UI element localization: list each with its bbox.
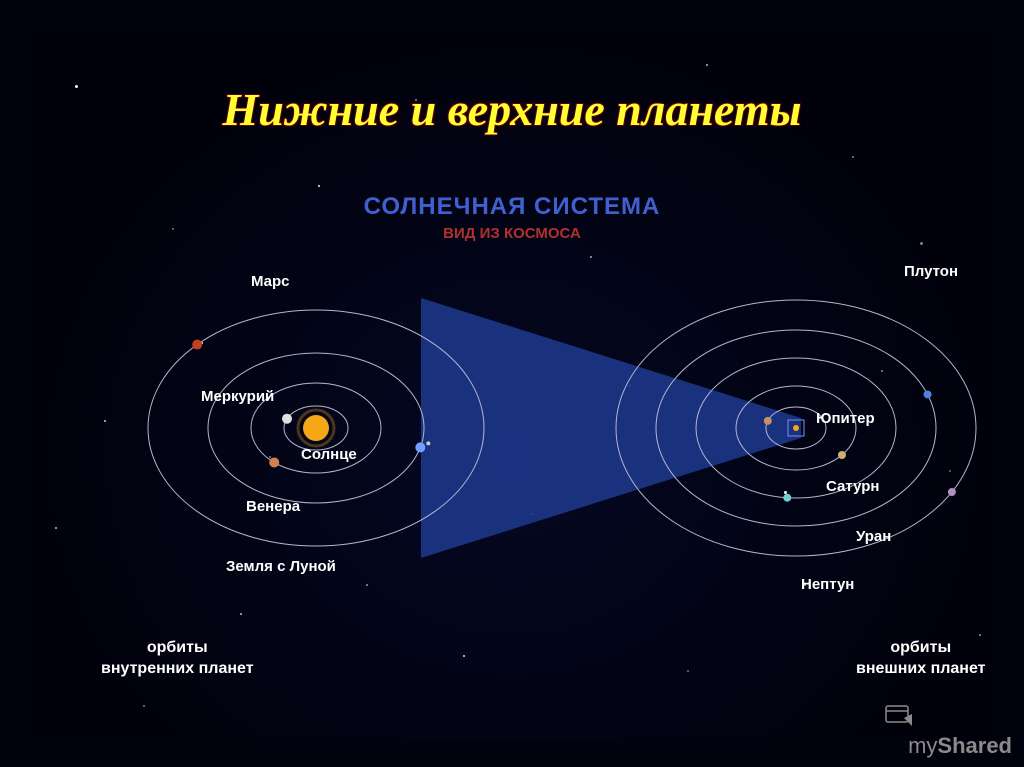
label-venus: Венера — [246, 498, 300, 515]
label-mercury: Меркурий — [201, 388, 274, 405]
caption-inner-orbits: орбиты внутренних планет — [101, 638, 254, 680]
caption-inner-l1: орбиты — [147, 639, 208, 656]
watermark-icon — [884, 704, 914, 733]
label-mars: Марс — [251, 273, 290, 290]
label-earth-moon: Земля с Луной — [226, 558, 336, 575]
label-uranus: Уран — [856, 528, 891, 545]
orbit-svg — [26, 238, 1024, 678]
slide-background: Нижние и верхние планеты СОЛНЕЧНАЯ СИСТЕ… — [26, 28, 998, 741]
caption-outer-orbits: орбиты внешних планет — [856, 638, 986, 680]
label-saturn: Сатурн — [826, 478, 879, 495]
label-jupiter: Юпитер — [816, 410, 875, 427]
watermark-shared: Shared — [937, 733, 1012, 758]
watermark-my: my — [908, 733, 937, 758]
caption-outer-l1: орбиты — [890, 639, 951, 656]
label-sun: Солнце — [301, 446, 357, 463]
label-neptune: Нептун — [801, 576, 854, 593]
slide-title: Нижние и верхние планеты — [26, 83, 998, 136]
caption-outer-l2: внешних планет — [856, 660, 986, 677]
subtitle-main: СОЛНЕЧНАЯ СИСТЕМА — [26, 193, 998, 221]
watermark-text: myShared — [908, 733, 1012, 759]
solar-system-diagram: Марс Меркурий Солнце Венера Земля с Луно… — [26, 238, 998, 678]
caption-inner-l2: внутренних планет — [101, 660, 254, 677]
label-pluto: Плутон — [904, 263, 958, 280]
